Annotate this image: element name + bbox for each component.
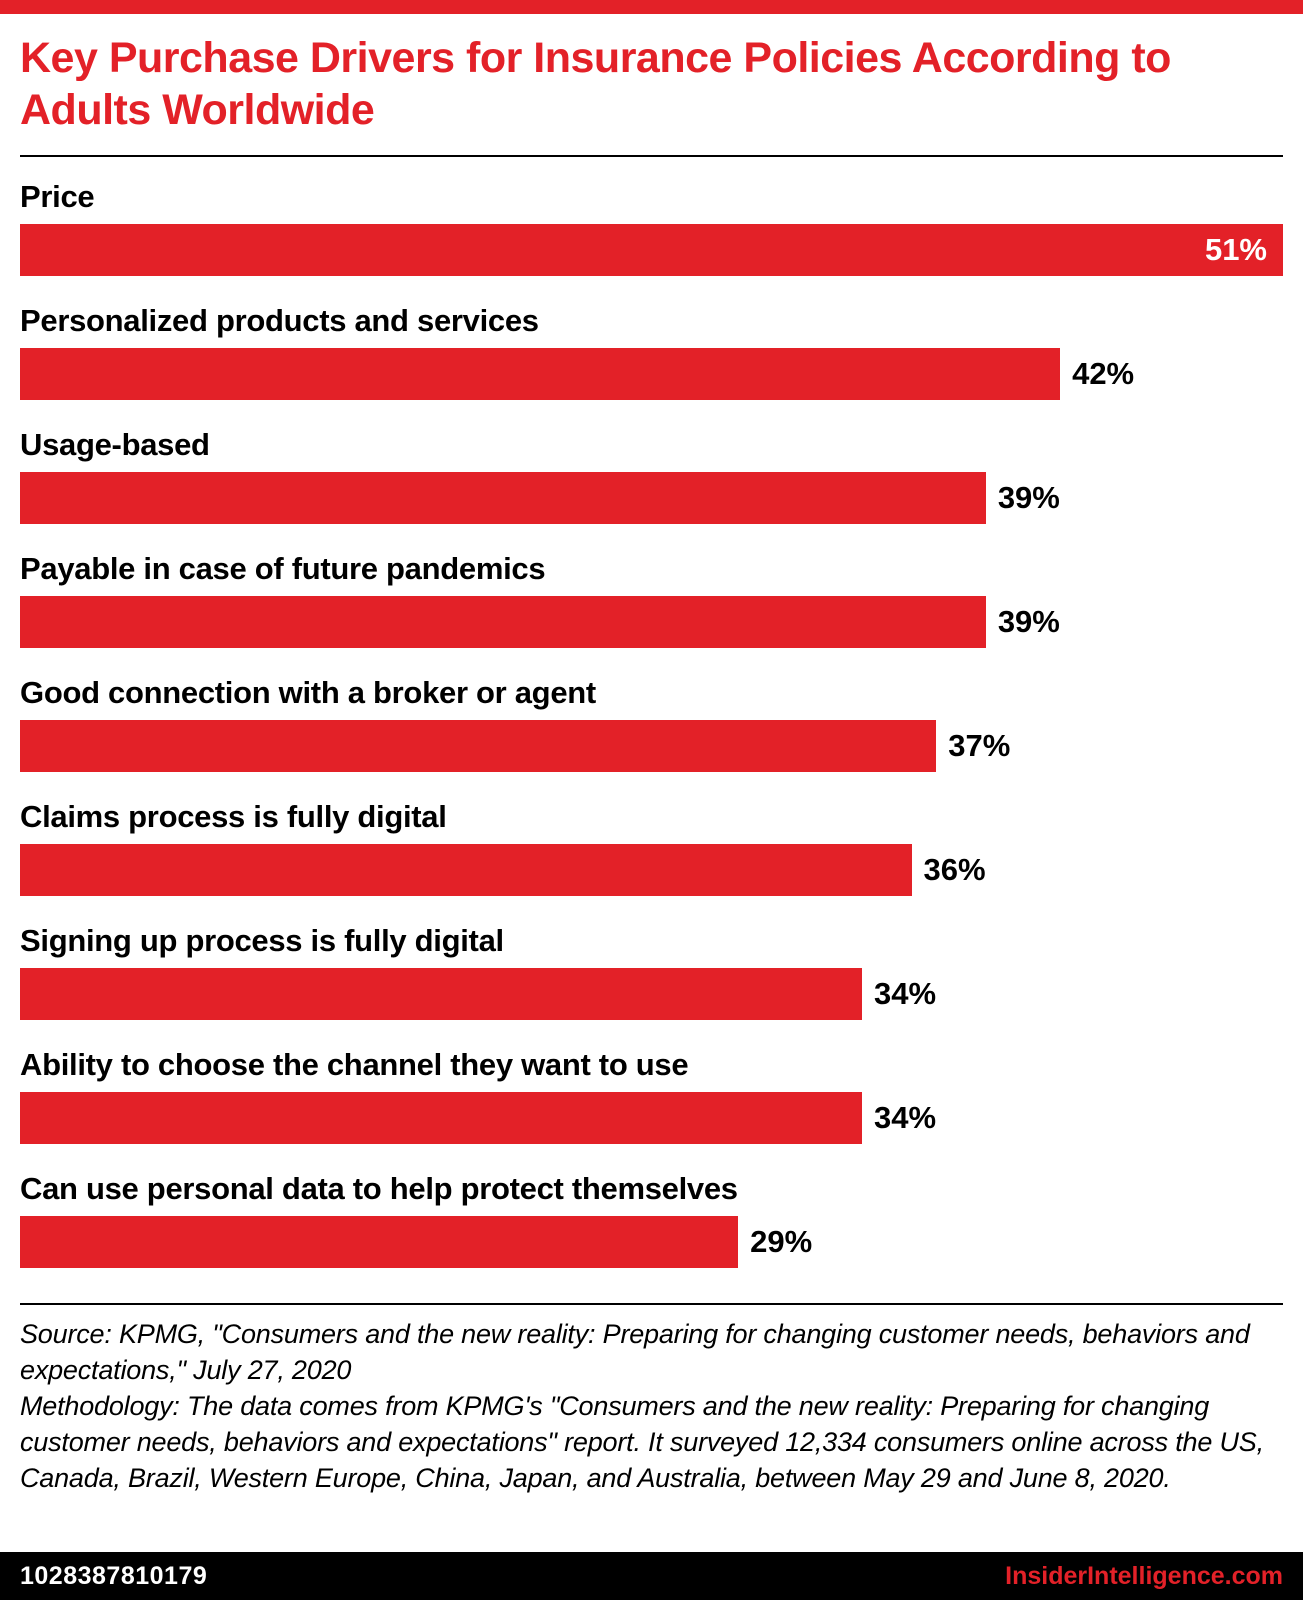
bar-category-label: Ability to choose the channel they want … — [20, 1046, 689, 1082]
bar-value-label: 29% — [750, 1223, 813, 1259]
bar-category-label: Signing up process is fully digital — [20, 922, 504, 958]
source-divider — [20, 1302, 1283, 1305]
bar-row: 51% — [20, 223, 1283, 276]
bar-category-label: Personalized products and services — [20, 302, 539, 338]
bar-category-label: Good connection with a broker or agent — [20, 674, 596, 710]
bar — [20, 471, 986, 524]
bar — [20, 843, 912, 896]
bar-group: Ability to choose the channel they want … — [20, 1047, 1283, 1144]
bar-row: 34% — [20, 1091, 1283, 1144]
source-text: Source: KPMG, "Consumers and the new rea… — [20, 1318, 1250, 1385]
bar — [20, 1215, 739, 1268]
bar-value-label: 34% — [874, 975, 937, 1011]
footer-bar: 1028387810179 InsiderIntelligence.com — [0, 1552, 1303, 1600]
bar-row: 37% — [20, 719, 1283, 772]
bar-category-label: Usage-based — [20, 426, 210, 462]
bar-row: 39% — [20, 595, 1283, 648]
bar-value-label: 42% — [1072, 355, 1135, 391]
bar-group: Usage-based 39% — [20, 427, 1283, 524]
bar-row: 34% — [20, 967, 1283, 1020]
bar-category-label: Payable in case of future pandemics — [20, 550, 546, 586]
bar — [20, 719, 937, 772]
bar-category-label: Claims process is fully digital — [20, 798, 447, 834]
bar — [20, 595, 986, 648]
bar-group: Can use personal data to help protect th… — [20, 1171, 1283, 1268]
bar-group: Payable in case of future pandemics 39% — [20, 551, 1283, 648]
bar-value-label: 37% — [948, 727, 1011, 763]
source-block: Source: KPMG, "Consumers and the new rea… — [20, 1317, 1283, 1497]
bar-row: 39% — [20, 471, 1283, 524]
methodology-text: Methodology: The data comes from KPMG's … — [20, 1390, 1264, 1493]
bar-group: Signing up process is fully digital 34% — [20, 923, 1283, 1020]
bar-row: 42% — [20, 347, 1283, 400]
bar-chart: Price 51% Personalized products and servic… — [20, 179, 1283, 1295]
bar-value-label: 34% — [874, 1099, 937, 1135]
bar-group: Personalized products and services 42% — [20, 303, 1283, 400]
bar-group: Price 51% — [20, 179, 1283, 276]
site-link[interactable]: InsiderIntelligence.com — [1005, 1561, 1283, 1590]
bar — [20, 967, 863, 1020]
bar-group: Claims process is fully digital 36% — [20, 799, 1283, 896]
bar-category-label: Can use personal data to help protect th… — [20, 1170, 738, 1206]
chart-title: Key Purchase Drivers for Insurance Polic… — [20, 34, 1171, 135]
bar-value-label: 39% — [997, 479, 1060, 515]
chart-id: 1028387810179 — [20, 1561, 208, 1590]
bar — [20, 1091, 863, 1144]
chart-content: Key Purchase Drivers for Insurance Polic… — [0, 14, 1303, 1552]
bar-value-label: 36% — [923, 851, 986, 887]
bar-row: 29% — [20, 1215, 1283, 1268]
bar-row: 36% — [20, 843, 1283, 896]
bar — [20, 347, 1061, 400]
bar: 51% — [20, 223, 1283, 276]
bar-value-label: 51% — [1204, 231, 1267, 267]
bar-value-label: 39% — [997, 603, 1060, 639]
bar-category-label: Price — [20, 178, 95, 214]
top-accent-strip — [0, 0, 1303, 14]
title-divider — [20, 154, 1283, 157]
bar-group: Good connection with a broker or agent 37… — [20, 675, 1283, 772]
